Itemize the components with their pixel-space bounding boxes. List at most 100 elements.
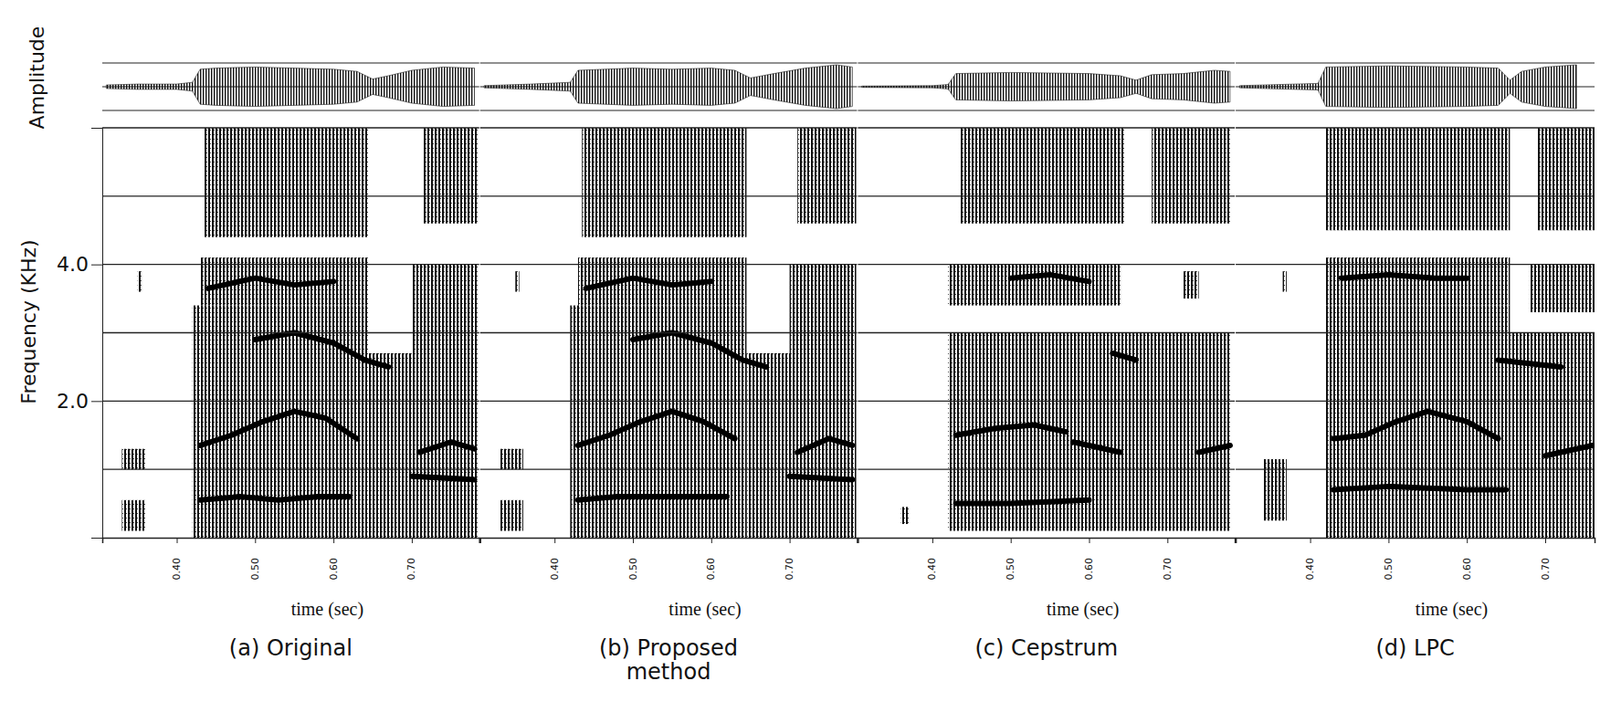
energy-region — [797, 127, 856, 224]
x-tick: 0.40 — [170, 537, 183, 581]
y-tick-label: 2.0 — [56, 389, 89, 413]
energy-region — [368, 353, 479, 538]
grid-line — [1235, 332, 1595, 334]
grid-line — [1235, 469, 1595, 471]
x-axis-line — [858, 538, 1236, 545]
frame-top — [1235, 126, 1595, 128]
x-tick: 0.50 — [249, 537, 262, 581]
formant-track — [208, 278, 334, 289]
x-tick: 0.70 — [405, 537, 418, 581]
waveform-envelope — [1239, 64, 1577, 109]
x-tick: 0.40 — [1304, 537, 1316, 581]
x-axis: 0.400.500.600.70 — [1236, 537, 1596, 581]
x-tick-label: 0.60 — [327, 557, 340, 581]
x-tick: 0.60 — [705, 537, 717, 581]
x-tick-mark — [711, 537, 713, 544]
x-tick-label: 0.70 — [1161, 557, 1174, 581]
x-tick-mark — [1310, 537, 1312, 544]
formant-track — [1010, 274, 1090, 282]
grid-line — [480, 469, 858, 471]
energy-region — [121, 449, 146, 470]
x-tick-mark — [789, 537, 791, 544]
grid-line — [857, 195, 1235, 197]
energy-region — [1283, 271, 1287, 292]
grid-line — [480, 332, 858, 334]
x-tick-label: 0.70 — [405, 557, 418, 581]
x-axis-title: time (sec) — [1046, 599, 1119, 621]
x-tick-mark — [554, 537, 556, 544]
x-tick-label: 0.50 — [1004, 557, 1017, 581]
panel-caption: (c) Cepstrum — [974, 635, 1118, 662]
grid-line — [102, 469, 480, 471]
energy-region — [121, 500, 146, 532]
amplitude-frame — [1235, 62, 1595, 64]
x-tick-mark — [1010, 537, 1012, 544]
x-tick-label: 0.50 — [627, 557, 640, 581]
x-tick-label: 0.70 — [783, 557, 796, 581]
amplitude-frame — [102, 62, 480, 64]
energy-region — [192, 305, 369, 538]
x-tick-mark — [1388, 537, 1390, 544]
panel: 0.400.500.600.70time (sec)(b) Proposedme… — [480, 63, 858, 685]
waveform — [105, 66, 474, 106]
x-tick: 0.70 — [1539, 537, 1552, 581]
x-tick-mark — [1545, 537, 1547, 544]
energy-region — [1151, 127, 1231, 224]
x-tick: 0.70 — [1161, 537, 1174, 581]
x-tick-mark — [411, 537, 413, 544]
formant-track — [956, 500, 1090, 505]
formant-track — [200, 411, 358, 446]
formant-track — [411, 476, 475, 481]
x-tick: 0.60 — [327, 537, 340, 581]
formant-track — [1333, 411, 1498, 440]
x-tick: 0.70 — [783, 537, 796, 581]
y-axis: 2.04.0 — [56, 128, 104, 539]
caption-line: (c) Cepstrum — [974, 635, 1118, 662]
x-tick: 0.50 — [1004, 537, 1017, 581]
x-tick-label: 0.70 — [1539, 557, 1552, 581]
grid-line — [1235, 400, 1595, 402]
formant-track — [254, 333, 389, 368]
x-axis-line — [1236, 538, 1596, 545]
x-axis-title: time (sec) — [291, 599, 364, 621]
y-tick: 2.0 — [56, 389, 103, 413]
amplitude-frame — [1235, 109, 1595, 111]
y-tick-mark — [91, 400, 103, 402]
formant-track — [1073, 442, 1120, 453]
grid-line — [102, 263, 480, 265]
x-tick: 0.60 — [1083, 537, 1095, 581]
grid-line — [102, 332, 480, 334]
x-tick-mark — [1466, 537, 1468, 544]
caption-line: (b) Proposed — [599, 635, 738, 662]
amplitude-title: Amplitude — [25, 26, 49, 130]
energy-region — [947, 264, 1121, 306]
waveform-envelope — [862, 70, 1231, 104]
x-tick-label: 0.50 — [1382, 557, 1395, 581]
formant-track — [578, 496, 727, 501]
y-axis-line — [91, 128, 104, 539]
energy-region — [1263, 459, 1287, 521]
formant-track — [956, 425, 1066, 436]
energy-region — [499, 500, 524, 532]
x-tick-label: 0.60 — [1083, 557, 1095, 581]
energy-region — [411, 264, 479, 354]
energy-region — [901, 506, 910, 525]
energy-region — [204, 127, 369, 238]
grid-line — [1235, 263, 1595, 265]
grid-line — [857, 263, 1235, 265]
panel-caption: (a) Original — [229, 635, 353, 662]
amplitude-frame — [857, 62, 1235, 64]
caption-line: (d) LPC — [1375, 635, 1454, 662]
amplitude-frame — [480, 109, 858, 111]
energy-region — [1182, 271, 1199, 299]
grid-line — [857, 332, 1235, 334]
waveform — [1239, 64, 1577, 109]
x-tick-mark — [1167, 537, 1169, 544]
grid-line — [857, 469, 1235, 471]
energy-region — [569, 305, 747, 538]
energy-region — [1326, 127, 1511, 231]
panel-caption: (b) Proposedmethod — [599, 635, 738, 685]
x-tick-mark — [177, 537, 179, 544]
grid-line — [480, 400, 858, 402]
formant-track — [1498, 359, 1562, 367]
